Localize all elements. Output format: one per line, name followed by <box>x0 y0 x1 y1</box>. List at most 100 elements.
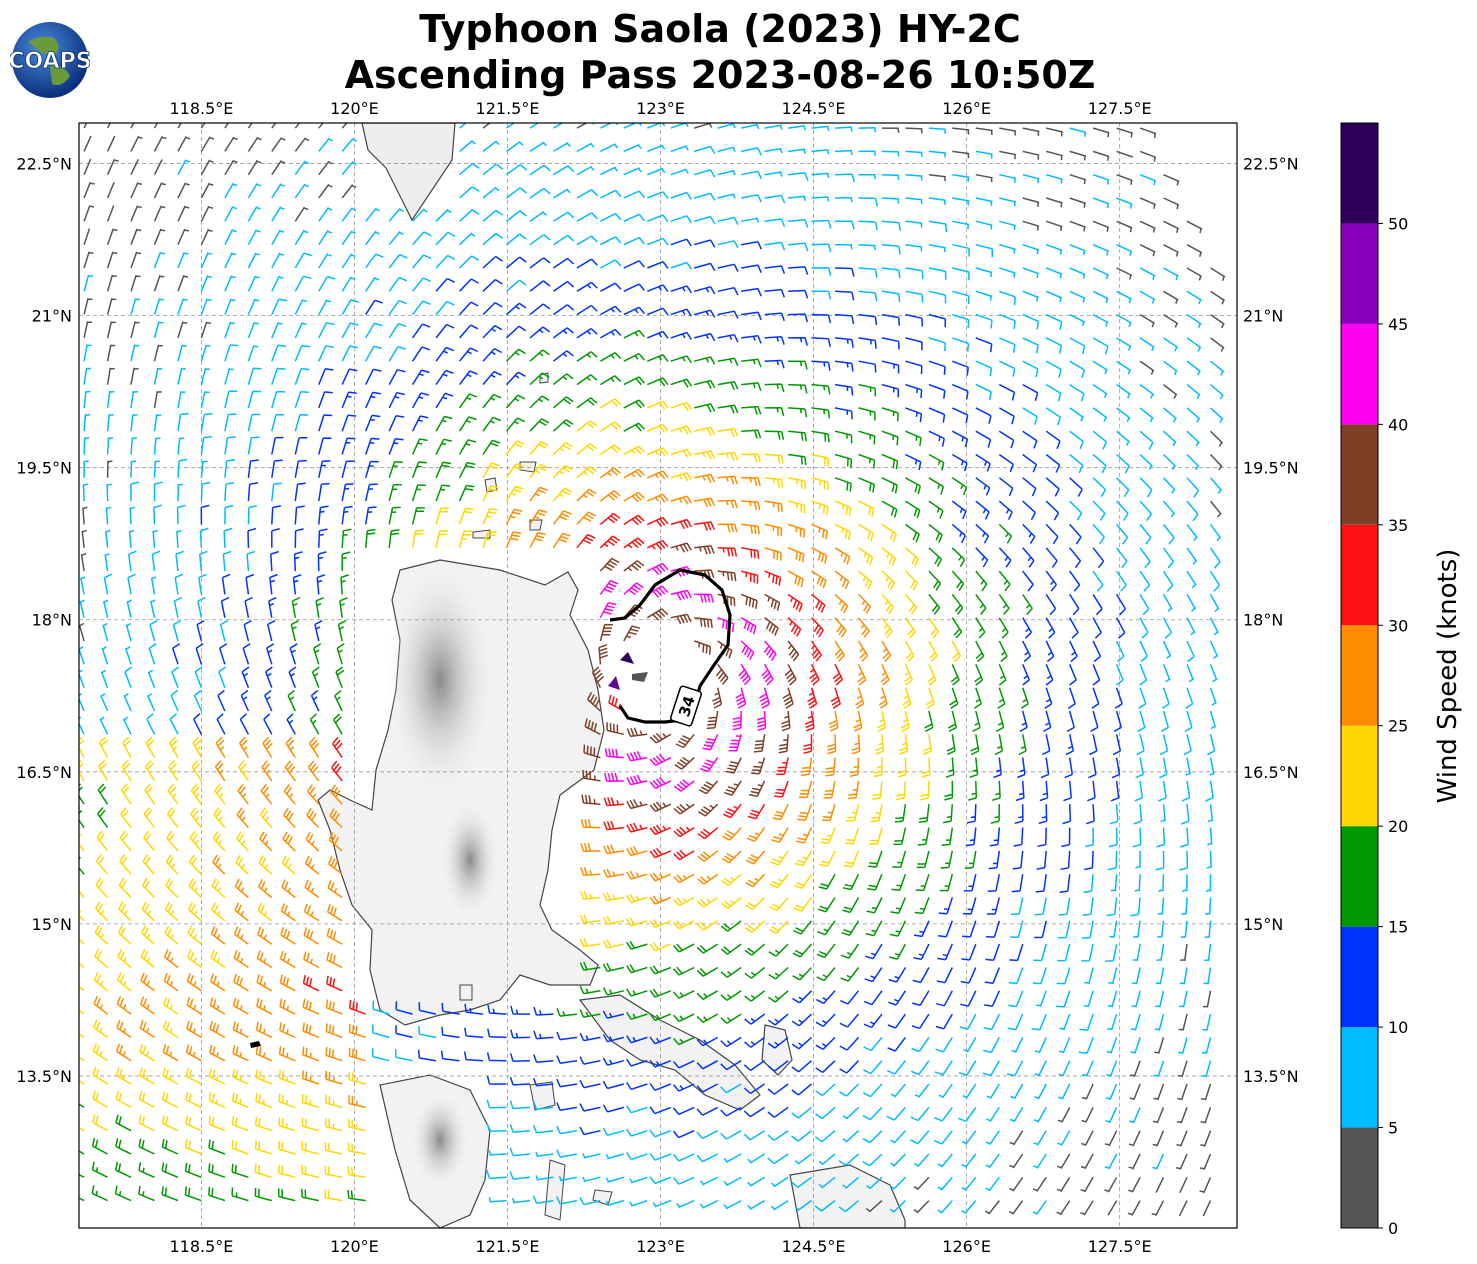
wind-barb <box>341 253 356 269</box>
wind-barb <box>811 196 830 202</box>
wind-barb <box>587 691 601 712</box>
wind-barb <box>1163 313 1179 328</box>
wind-barb <box>928 267 947 280</box>
wind-barb <box>482 439 501 455</box>
wind-barb <box>301 1070 320 1085</box>
wind-barb <box>318 123 324 129</box>
wind-barb <box>294 123 301 129</box>
wind-barb <box>600 328 622 339</box>
wind-barb <box>1139 477 1153 498</box>
wind-barb <box>928 290 947 304</box>
wind-barb <box>928 430 945 447</box>
wind-barb <box>787 593 803 612</box>
wind-barb <box>1069 173 1087 185</box>
wind-barb <box>1132 827 1142 848</box>
wind-barb <box>224 413 237 432</box>
wind-barb <box>743 1130 766 1141</box>
wind-barb <box>1116 523 1129 545</box>
wind-barb <box>694 450 716 460</box>
wind-barb <box>741 453 762 463</box>
wind-barb <box>552 487 573 502</box>
wind-barb <box>1135 757 1144 779</box>
axis-tick-labels: 118.5°E118.5°E120°E120°E121.5°E121.5°E12… <box>16 99 1298 1256</box>
wind-barb <box>764 288 786 298</box>
taiwan-landmass <box>361 123 456 222</box>
wind-barb <box>916 850 930 869</box>
wind-barb <box>670 168 689 176</box>
wind-barb <box>834 173 856 183</box>
wind-barb <box>329 808 343 829</box>
wind-barb <box>102 622 109 642</box>
wind-barb <box>626 870 648 880</box>
wind-barb <box>1111 757 1121 779</box>
wind-barb <box>115 1067 132 1085</box>
colorbar-bin <box>1341 424 1378 525</box>
wind-barb <box>341 551 351 572</box>
wind-barb <box>271 206 285 222</box>
wind-barb <box>958 1106 977 1123</box>
wind-barb <box>124 666 133 688</box>
wind-barb <box>1179 990 1188 1008</box>
wind-barb <box>185 1044 202 1062</box>
wind-barb <box>79 716 85 735</box>
wind-barb <box>1044 687 1053 709</box>
wind-barb <box>1139 407 1154 423</box>
wind-barb <box>1186 313 1202 328</box>
wind-barb <box>1210 360 1225 376</box>
wind-barb <box>200 275 213 292</box>
wind-barb <box>670 518 692 530</box>
wind-barb <box>1159 734 1169 756</box>
wind-barb <box>303 951 320 969</box>
wind-barb <box>1104 943 1118 962</box>
wind-barb <box>670 378 692 388</box>
wind-barb <box>998 570 1011 592</box>
wind-barb <box>764 593 781 611</box>
wind-barb <box>347 1142 366 1155</box>
wind-barb <box>623 213 645 222</box>
wind-barb <box>509 1171 531 1180</box>
wind-barb <box>649 965 672 975</box>
wind-barb <box>1163 337 1179 352</box>
wind-barb <box>247 206 261 222</box>
wind-barb <box>696 1130 719 1140</box>
wind-barb <box>101 646 109 665</box>
wind-barb <box>937 1153 953 1168</box>
wind-barb <box>247 183 262 199</box>
wind-barb <box>1045 570 1057 592</box>
wind-barb <box>985 1176 1000 1192</box>
wind-barb <box>365 345 382 362</box>
wind-barb <box>106 437 114 455</box>
wind-barb <box>1178 1200 1188 1217</box>
wind-barb <box>1163 197 1180 210</box>
wind-barb <box>1022 337 1039 354</box>
wind-barb <box>209 1044 226 1062</box>
wind-barb <box>647 330 669 339</box>
wind-barb <box>130 344 140 362</box>
wind-barb <box>302 998 320 1015</box>
wind-barb <box>271 229 285 246</box>
wind-barb <box>858 547 874 566</box>
samar-landmass <box>789 1164 906 1228</box>
wind-barb <box>670 191 692 200</box>
wind-barb <box>881 337 900 350</box>
wind-barb <box>1104 1153 1118 1170</box>
wind-barb <box>1064 757 1074 779</box>
wind-barb <box>271 275 284 292</box>
wind-barb <box>720 990 742 1001</box>
wind-barb <box>834 523 851 541</box>
wind-barb <box>198 550 208 572</box>
wind-barb <box>1056 1153 1071 1169</box>
wind-barb <box>816 967 836 982</box>
wind-barb <box>723 1199 742 1210</box>
wind-barb <box>255 1093 273 1109</box>
wind-barb <box>198 573 207 595</box>
wind-barb <box>294 252 312 269</box>
wind-barb <box>318 253 332 269</box>
wind-barb <box>1081 920 1094 939</box>
wind-barb <box>1134 780 1144 802</box>
wind-barb <box>647 307 669 316</box>
wind-barb <box>1069 664 1077 686</box>
wind-barb <box>747 1199 765 1210</box>
wind-barb <box>1092 617 1102 639</box>
wind-barb <box>788 219 809 228</box>
